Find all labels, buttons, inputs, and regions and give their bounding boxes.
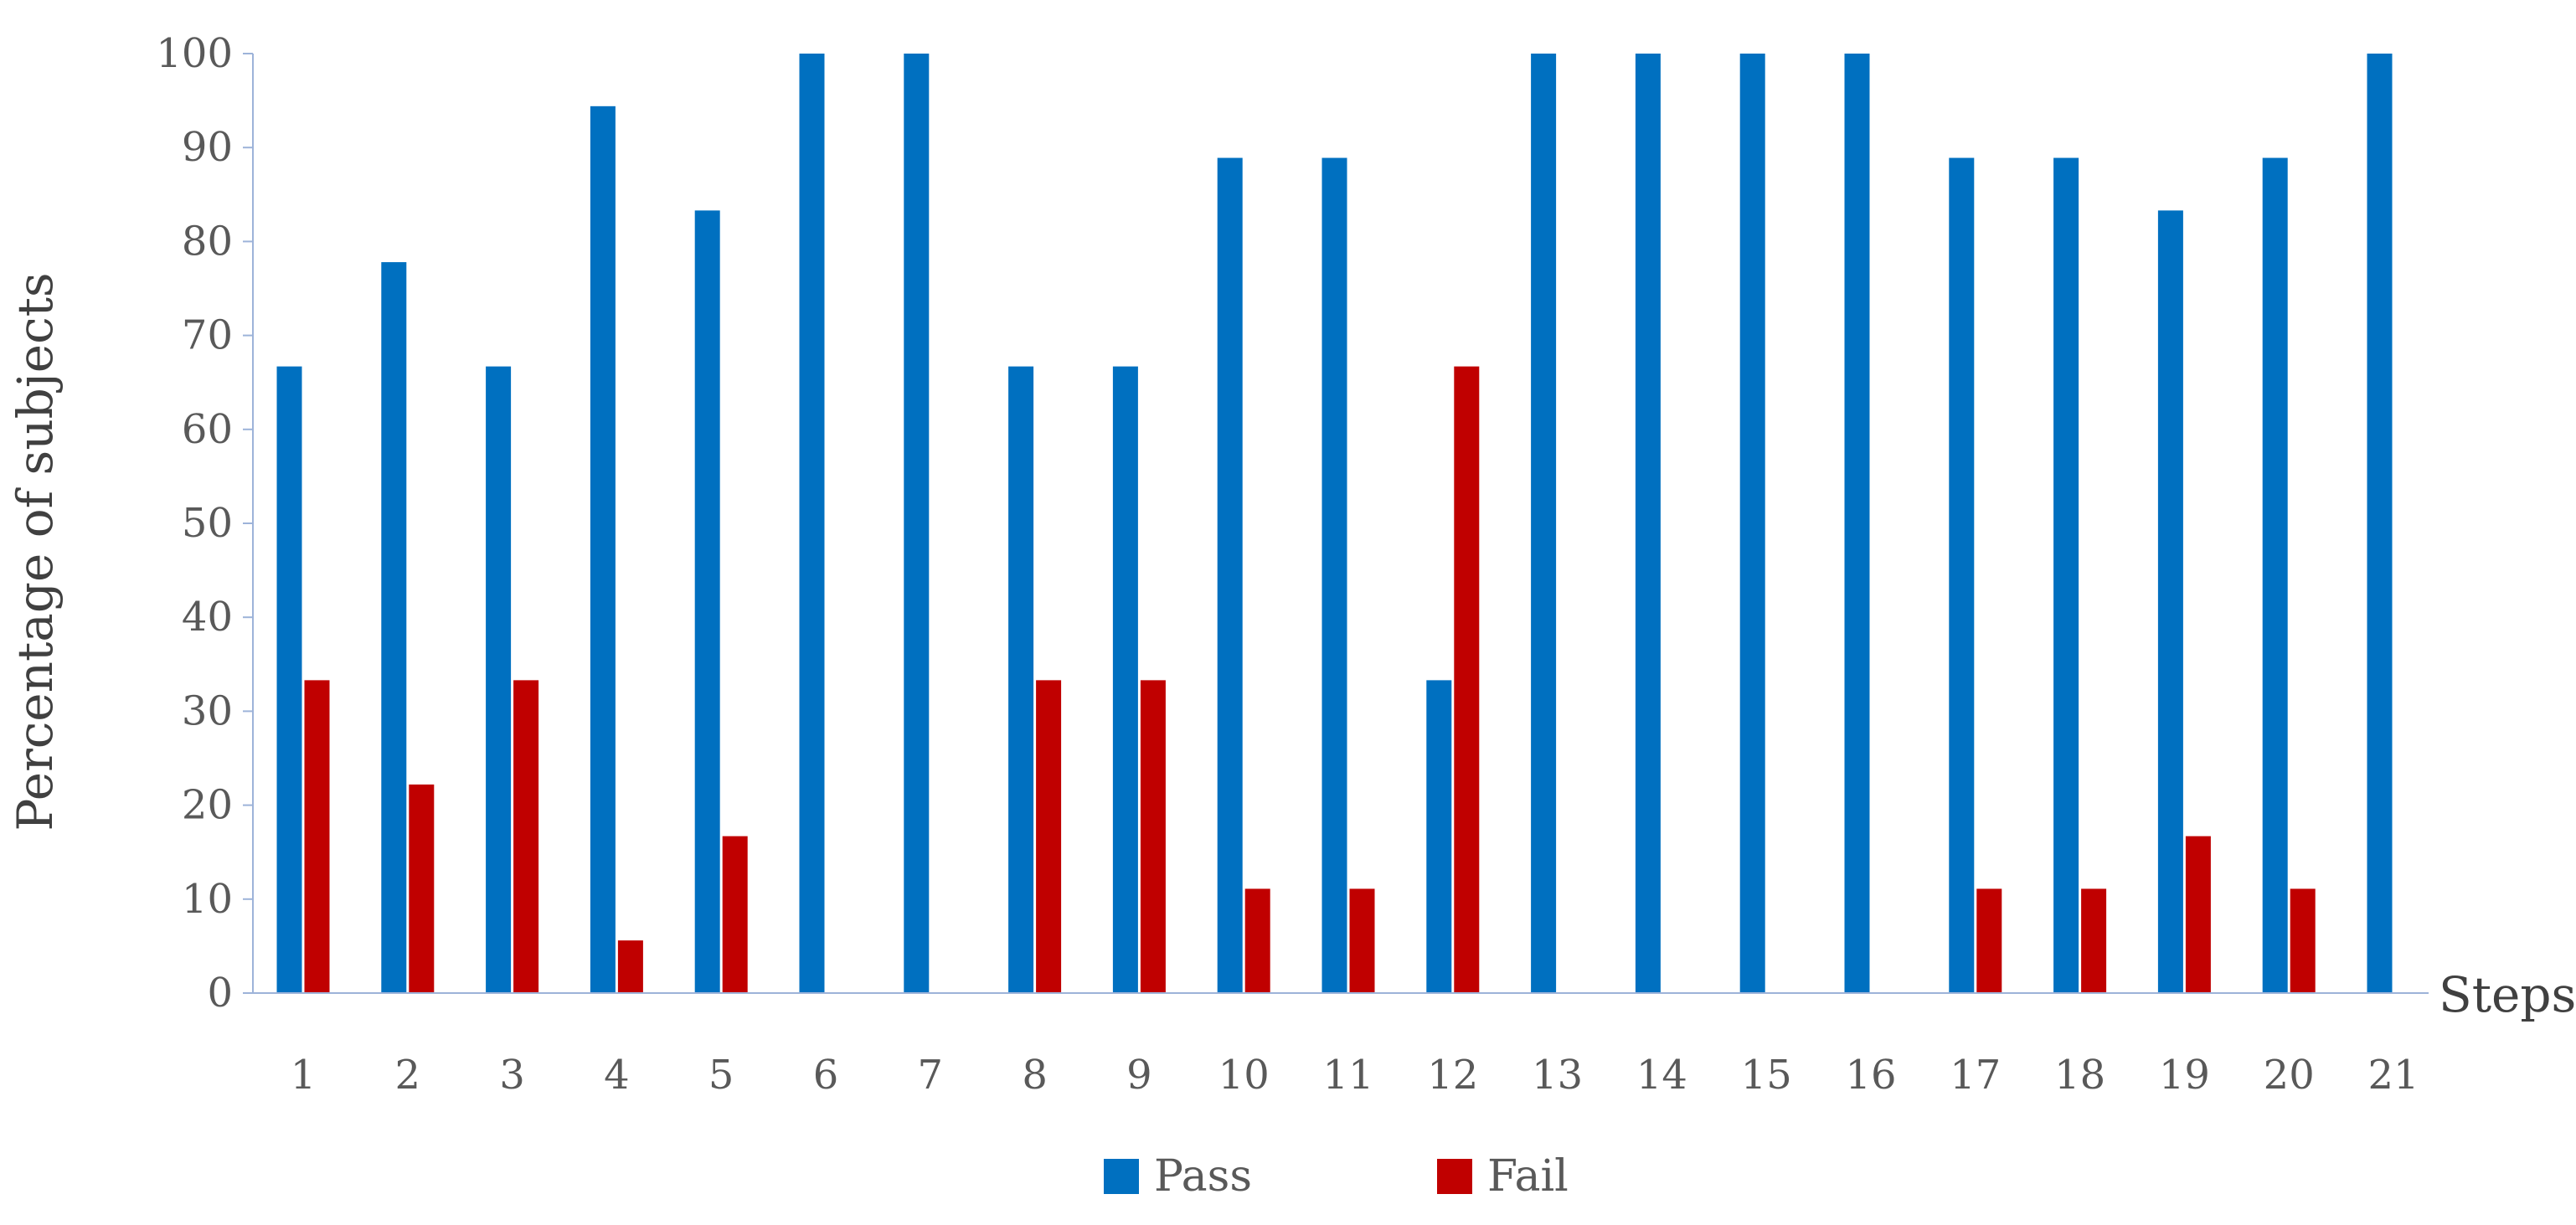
x-tick-label: 15 <box>1741 1052 1792 1099</box>
pass-bar-14 <box>1635 54 1661 993</box>
y-tick-label: 60 <box>182 406 233 453</box>
y-tick-label: 20 <box>182 782 233 829</box>
pass-bar-13 <box>1531 54 1557 993</box>
fail-bar-17 <box>1976 888 2002 993</box>
fail-bar-11 <box>1349 888 1375 993</box>
fail-bar-12 <box>1454 366 1480 994</box>
y-tick-label: 10 <box>182 876 233 923</box>
y-tick-label: 90 <box>182 124 233 171</box>
x-tick-label: 16 <box>1845 1052 1896 1099</box>
pass-bar-21 <box>2367 54 2393 993</box>
x-tick-label: 6 <box>813 1052 839 1099</box>
x-tick-label: 2 <box>395 1052 421 1099</box>
pass-bar-6 <box>799 54 825 993</box>
fail-bar-9 <box>1140 680 1166 993</box>
y-tick-label: 100 <box>156 30 233 77</box>
fail-bar-1 <box>304 680 330 993</box>
y-tick-label: 70 <box>182 312 233 359</box>
legend-swatch-fail <box>1437 1159 1472 1194</box>
x-axis-ticks: 1 2 3 4 5 6 7 8 9 10 11 12 13 14 15 16 17 18 19 20 21 <box>291 1052 2419 1099</box>
fail-bar-10 <box>1244 888 1270 993</box>
y-axis-ticks: 0 10 20 30 40 50 60 70 80 90 100 <box>156 30 253 1017</box>
pass-bar-10 <box>1217 157 1243 994</box>
y-axis-title: Percentage of subjects <box>7 272 64 831</box>
legend-swatch-pass <box>1104 1159 1139 1194</box>
pass-bar-9 <box>1112 366 1138 994</box>
x-tick-label: 18 <box>2054 1052 2105 1099</box>
x-tick-label: 12 <box>1427 1052 1478 1099</box>
fail-bar-19 <box>2185 836 2211 993</box>
pass-bar-11 <box>1321 157 1347 994</box>
pass-bar-15 <box>1739 54 1765 993</box>
pass-bar-17 <box>1949 157 1975 994</box>
x-tick-label: 17 <box>1950 1052 2001 1099</box>
pass-bar-3 <box>486 366 512 994</box>
pass-bar-5 <box>694 210 720 993</box>
fail-bar-8 <box>1036 680 1062 993</box>
x-tick-label: 9 <box>1126 1052 1152 1099</box>
x-tick-label: 8 <box>1022 1052 1048 1099</box>
x-tick-label: 5 <box>708 1052 734 1099</box>
pass-bar-8 <box>1008 366 1034 994</box>
pass-bar-12 <box>1426 680 1452 993</box>
pass-bar-20 <box>2262 157 2288 994</box>
pass-bar-2 <box>381 262 407 994</box>
x-tick-label: 11 <box>1322 1052 1373 1099</box>
y-tick-label: 80 <box>182 218 233 265</box>
legend-label-fail: Fail <box>1487 1151 1569 1202</box>
x-tick-label: 7 <box>918 1052 944 1099</box>
y-tick-label: 40 <box>182 594 233 641</box>
x-tick-label: 19 <box>2159 1052 2210 1099</box>
x-axis-title: Steps <box>2439 966 2576 1023</box>
x-tick-label: 3 <box>499 1052 525 1099</box>
fail-bar-20 <box>2290 888 2316 993</box>
x-tick-label: 4 <box>604 1052 630 1099</box>
pass-bar-4 <box>590 106 616 993</box>
pass-bar-19 <box>2157 210 2183 993</box>
x-tick-label: 21 <box>2367 1052 2419 1099</box>
y-tick-label: 30 <box>182 687 233 734</box>
x-tick-label: 20 <box>2264 1052 2315 1099</box>
fail-bar-3 <box>513 680 539 993</box>
y-tick-label: 0 <box>207 970 233 1017</box>
x-tick-label: 14 <box>1636 1052 1687 1099</box>
y-tick-label: 50 <box>182 500 233 547</box>
pass-bar-7 <box>904 54 930 993</box>
legend-label-pass: Pass <box>1154 1151 1252 1202</box>
fail-bar-5 <box>722 836 748 993</box>
x-tick-label: 13 <box>1532 1052 1583 1099</box>
fail-bar-4 <box>617 940 643 993</box>
fail-bar-18 <box>2081 888 2107 993</box>
legend: Pass Fail <box>1104 1151 1569 1202</box>
x-tick-label: 1 <box>291 1052 317 1099</box>
bars <box>276 54 2393 994</box>
pass-bar-1 <box>276 366 302 994</box>
fail-bar-2 <box>409 784 435 993</box>
x-tick-label: 10 <box>1218 1052 1270 1099</box>
pass-bar-16 <box>1844 54 1870 993</box>
pass-bar-18 <box>2053 157 2079 994</box>
